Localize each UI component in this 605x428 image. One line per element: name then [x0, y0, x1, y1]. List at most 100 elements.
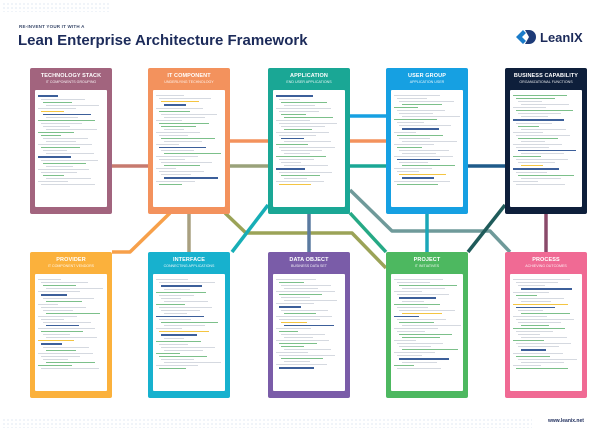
mock-line [518, 285, 546, 286]
mock-line [38, 156, 71, 158]
card-title: PROVIDER [56, 257, 86, 263]
card-interface[interactable]: INTERFACE CONNECTING APPLICATIONS [148, 252, 230, 398]
card-header: PROVIDER IT COMPONENT VENDORS [35, 252, 107, 274]
mock-line [45, 337, 98, 338]
mock-line [43, 297, 95, 299]
mock-line [38, 144, 93, 145]
card-process[interactable]: PROCESS ACHIEVING OUTCOMES [505, 252, 587, 398]
card-title: IT COMPONENT [167, 73, 211, 79]
mock-line [520, 165, 543, 166]
mock-line [283, 165, 329, 166]
card-provider[interactable]: PROVIDER IT COMPONENT VENDORS [30, 252, 112, 398]
card-screenshot-panel [510, 274, 582, 391]
mock-line [158, 306, 213, 308]
card-screenshot-panel [35, 274, 107, 391]
mock-line [520, 349, 546, 351]
card-subtitle: ORGANIZATIONAL FUNCTIONS [519, 80, 573, 84]
mock-line [163, 116, 205, 118]
mock-line [40, 159, 99, 161]
mock-line [278, 282, 304, 283]
card-screenshot-panel [35, 90, 107, 207]
mock-line [161, 358, 195, 360]
mock-line [156, 131, 201, 133]
mock-line [161, 309, 200, 311]
card-subtitle: BUSINESS DATA SET [290, 264, 327, 268]
mock-line [38, 120, 95, 121]
mock-line [163, 104, 187, 106]
card-screenshot-panel [273, 90, 345, 207]
mock-line [163, 300, 209, 302]
mock-line [283, 337, 313, 338]
mock-line [40, 183, 96, 185]
page-title: Lean Enterprise Architecture Framework [18, 32, 308, 49]
card-technology-stack[interactable]: TECHNOLOGY STACK IT COMPONENTS GROUPING [30, 68, 112, 214]
card-subtitle: IT COMPONENTS GROUPING [45, 80, 97, 84]
mock-line [278, 367, 315, 369]
mock-line [401, 140, 458, 142]
card-project[interactable]: PROJECT IT INITIATIVES [386, 252, 468, 398]
mock-line [281, 125, 325, 127]
mock-line [156, 95, 185, 96]
mock-line [163, 349, 203, 351]
mock-line [278, 183, 311, 185]
mock-line [394, 303, 441, 305]
card-header: INTERFACE CONNECTING APPLICATIONS [153, 252, 225, 274]
card-subtitle: CONNECTING APPLICATIONS [163, 264, 215, 268]
mock-line [518, 334, 541, 335]
mock-line [163, 312, 187, 314]
mock-line [45, 141, 76, 142]
card-title: PROJECT [413, 257, 441, 263]
mock-line [38, 132, 74, 133]
mock-line [513, 168, 560, 170]
link-capability-project [466, 203, 507, 254]
link-application-project [348, 211, 388, 254]
mock-line [515, 146, 550, 148]
mock-line [156, 352, 180, 354]
mock-line [399, 149, 449, 151]
card-it-component[interactable]: IT COMPONENT UNDERLYING TECHNOLOGY [148, 68, 230, 214]
mock-line [156, 291, 207, 293]
card-title: PROCESS [532, 257, 560, 263]
mock-line [518, 322, 562, 323]
card-business-capability[interactable]: BUSINESS CAPABILITY ORGANIZATIONAL FUNCT… [505, 68, 587, 214]
mock-line [281, 113, 307, 115]
mock-line [515, 122, 552, 124]
mock-line [401, 349, 458, 350]
mock-line [394, 143, 435, 145]
mock-line [518, 346, 559, 347]
mock-line [276, 107, 332, 109]
card-user-group[interactable]: USER GROUP APPLICATION USER [386, 68, 468, 214]
mock-line [161, 174, 191, 175]
mock-line [401, 116, 460, 117]
mock-line [156, 168, 177, 169]
mock-line [43, 126, 70, 127]
mock-line [281, 358, 323, 359]
mock-line [399, 174, 447, 175]
mock-line [518, 358, 577, 360]
mock-line [515, 319, 574, 320]
mock-line [40, 171, 77, 173]
mock-line [283, 300, 337, 301]
mock-line [278, 343, 317, 344]
mock-line [163, 361, 222, 363]
mock-line [518, 137, 558, 139]
mock-line [156, 315, 204, 317]
card-subtitle: ACHIEVING OUTCOMES [525, 264, 567, 268]
card-data-object[interactable]: DATA OBJECT BUSINESS DATA SET [268, 252, 350, 398]
mock-line [401, 361, 437, 363]
mock-line [401, 165, 455, 166]
mock-line [513, 156, 541, 157]
mock-line [163, 288, 190, 290]
card-application[interactable]: APPLICATION END USER APPLICATIONS [268, 68, 350, 214]
mock-line [156, 143, 180, 145]
mock-line [396, 98, 427, 99]
mock-line [163, 325, 206, 326]
mock-line [156, 180, 195, 182]
mock-line [38, 107, 77, 109]
dot-pattern-bottom [2, 418, 532, 428]
card-title: BUSINESS CAPABILITY [513, 73, 579, 79]
mock-line [38, 328, 96, 329]
website-url[interactable]: www.leanix.net [548, 418, 584, 424]
mock-line [45, 104, 100, 106]
mock-line [40, 135, 62, 136]
